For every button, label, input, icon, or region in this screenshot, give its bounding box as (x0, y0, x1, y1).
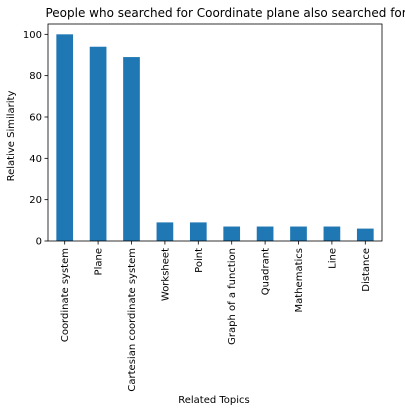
x-tick-label-1: Plane (94, 248, 105, 275)
y-tick-label-0: 0 (36, 237, 42, 248)
bar-4 (189, 222, 207, 241)
bar-3 (156, 222, 174, 241)
chart-title: People who searched for Coordinate plane… (45, 6, 405, 20)
bar-8 (323, 226, 341, 241)
x-tick-label-6: Quadrant (261, 248, 272, 295)
y-tick-label-4: 80 (29, 71, 42, 82)
x-tick-label-0: Coordinate system (60, 248, 71, 342)
bar-5 (223, 226, 241, 241)
x-tick-label-9: Distance (361, 248, 372, 292)
y-tick-label-3: 60 (29, 113, 42, 124)
y-tick-label-1: 20 (29, 195, 42, 206)
y-tick-label-2: 40 (29, 154, 42, 165)
x-axis-label: Related Topics (178, 395, 250, 406)
bar-0 (56, 34, 74, 242)
y-axis-label: Relative Similarity (6, 91, 17, 182)
x-tick-label-4: Point (194, 248, 205, 273)
bar-9 (356, 228, 374, 241)
x-tick-label-2: Cartesian coordinate system (127, 248, 138, 392)
bar-6 (256, 226, 274, 241)
bar-7 (290, 226, 307, 241)
bar-2 (123, 57, 140, 241)
x-tick-label-7: Mathematics (294, 248, 305, 312)
x-tick-label-3: Worksheet (160, 248, 171, 301)
y-tick-label-5: 100 (23, 30, 42, 41)
x-tick-label-5: Graph of a function (227, 248, 238, 345)
bar-1 (89, 46, 107, 241)
x-tick-label-8: Line (327, 248, 338, 269)
axes-frame (47, 23, 383, 242)
plot-area: 0 20 40 60 80 100 Coordinate system Plane Cartes… (23, 23, 383, 392)
